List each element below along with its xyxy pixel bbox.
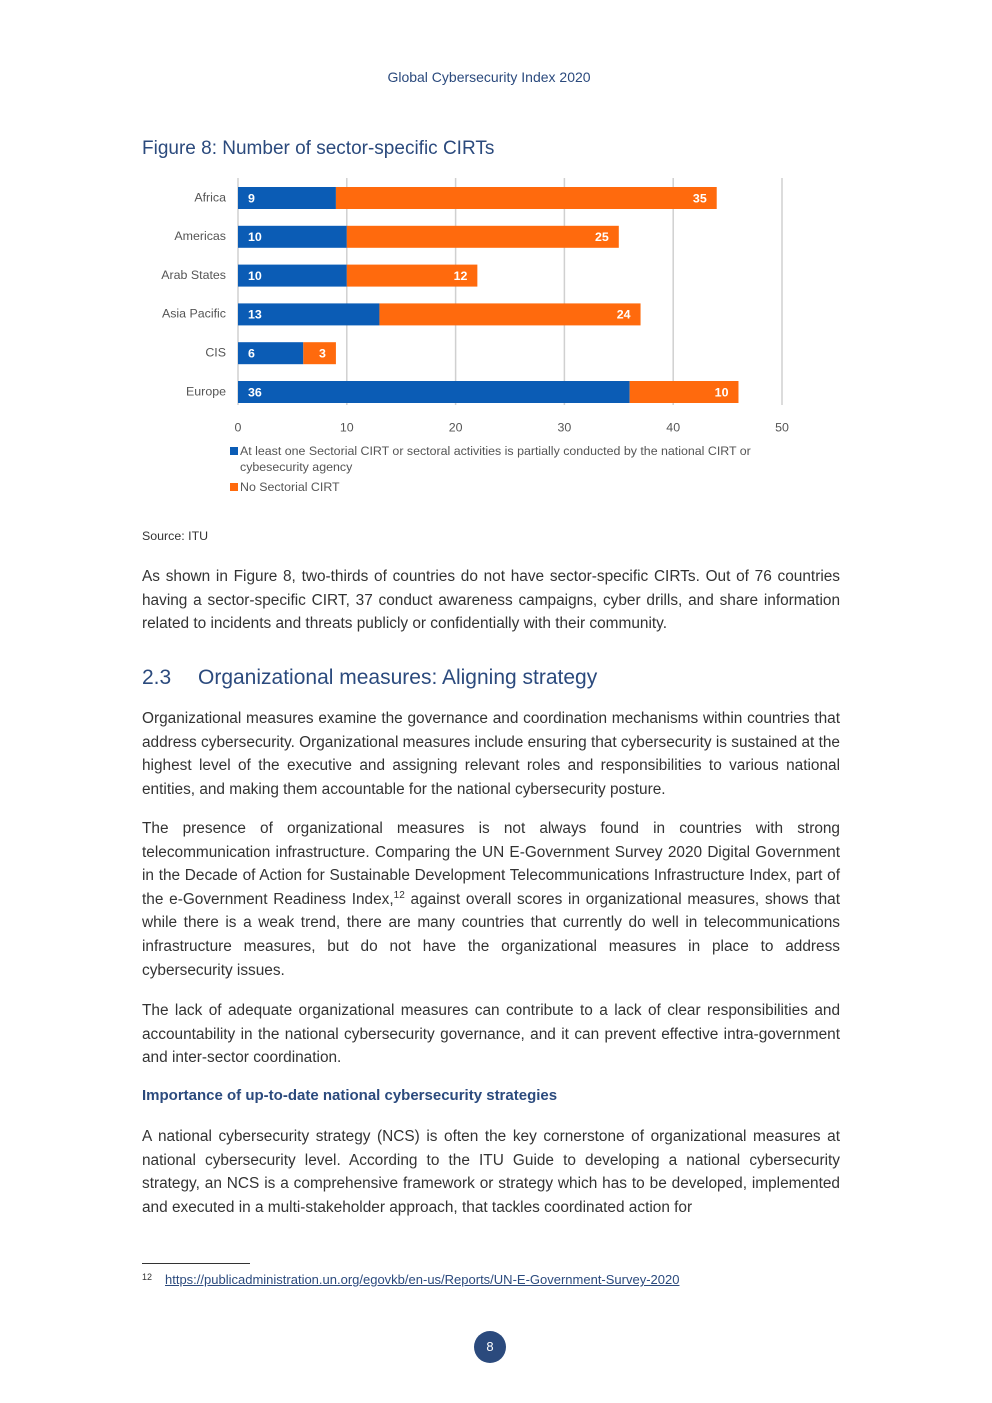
figure-source: Source: ITU bbox=[142, 529, 209, 543]
data-label: 10 bbox=[248, 230, 262, 244]
x-tick-label: 10 bbox=[340, 420, 354, 434]
legend-label: At least one Sectorial CIRT or sectoral … bbox=[240, 444, 751, 474]
footnote-rule bbox=[142, 1263, 250, 1264]
data-label: 10 bbox=[248, 269, 262, 283]
bar-segment bbox=[346, 264, 478, 287]
data-label: 35 bbox=[693, 191, 707, 205]
data-label: 9 bbox=[248, 191, 255, 205]
y-tick-label: Africa bbox=[194, 190, 226, 204]
bar-segment bbox=[629, 381, 739, 403]
x-tick-label: 40 bbox=[666, 420, 680, 434]
paragraph: Organizational measures examine the gove… bbox=[142, 710, 840, 798]
data-label: 36 bbox=[248, 385, 262, 399]
x-tick-label: 0 bbox=[235, 420, 242, 434]
footnote-link[interactable]: https://publicadministration.un.org/egov… bbox=[165, 1272, 680, 1287]
x-tick-label: 50 bbox=[775, 420, 789, 434]
paragraph: As shown in Figure 8, two-thirds of coun… bbox=[142, 568, 840, 633]
section-title: Organizational measures: Aligning strate… bbox=[198, 666, 598, 689]
text: The presence of organizational measures … bbox=[142, 820, 840, 908]
paragraph: A national cybersecurity strategy (NCS) … bbox=[142, 1128, 840, 1216]
footnote-number: 12 bbox=[142, 1272, 153, 1282]
bar-segment bbox=[238, 225, 347, 248]
running-header: Global Cybersecurity Index 2020 bbox=[387, 69, 591, 85]
subheading: Importance of up-to-date national cybers… bbox=[142, 1087, 558, 1104]
bar-segment bbox=[379, 303, 641, 326]
data-label: 3 bbox=[319, 346, 326, 360]
legend-label: No Sectorial CIRT bbox=[240, 480, 340, 494]
y-tick-label: CIS bbox=[205, 345, 226, 359]
footnote-ref: 12 bbox=[393, 889, 405, 901]
data-label: 6 bbox=[248, 346, 255, 360]
legend-item: No Sectorial CIRT bbox=[230, 479, 790, 495]
bar-segment bbox=[238, 342, 304, 365]
x-tick-label: 30 bbox=[558, 420, 572, 434]
data-label: 24 bbox=[617, 308, 631, 322]
paragraph: The presence of organizational measures … bbox=[142, 817, 840, 982]
page-number: 8 bbox=[474, 1331, 506, 1363]
data-label: 25 bbox=[595, 230, 609, 244]
legend-item: At least one Sectorial CIRT or sectoral … bbox=[230, 443, 790, 475]
figure-title: Figure 8: Number of sector-specific CIRT… bbox=[142, 138, 495, 159]
text: against overall scores in organizational… bbox=[142, 890, 840, 979]
y-tick-label: Asia Pacific bbox=[162, 307, 226, 321]
legend-swatch bbox=[230, 447, 238, 455]
bar-segment bbox=[303, 342, 336, 365]
legend-swatch bbox=[230, 483, 238, 491]
legend: At least one Sectorial CIRT or sectoral … bbox=[230, 443, 790, 499]
bar-segment bbox=[238, 187, 336, 209]
data-label: 12 bbox=[454, 269, 468, 283]
y-tick-label: Americas bbox=[174, 229, 226, 243]
bar-segment bbox=[238, 264, 347, 287]
paragraph: The lack of adequate organizational meas… bbox=[142, 1002, 840, 1067]
bar-segment bbox=[335, 187, 717, 209]
data-label: 10 bbox=[715, 385, 729, 399]
bar-segment bbox=[238, 303, 380, 326]
y-tick-label: Arab States bbox=[161, 268, 226, 282]
bar-segment bbox=[346, 225, 619, 248]
section-number: 2.3 bbox=[142, 666, 172, 689]
chart: 0 10 20 30 40 50 Africa 9 35 Americas 10 25 Arab Sta… bbox=[161, 178, 789, 434]
x-tick-label: 20 bbox=[449, 420, 463, 434]
bar-segment bbox=[238, 381, 630, 403]
y-tick-label: Europe bbox=[186, 384, 226, 398]
data-label: 13 bbox=[248, 308, 262, 322]
